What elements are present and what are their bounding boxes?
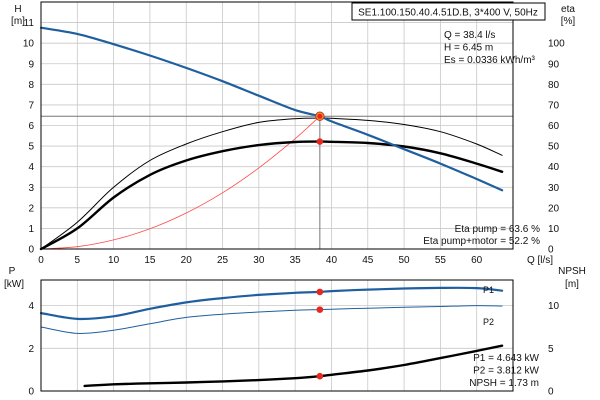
y2-tick-label: 30 (548, 183, 560, 194)
title-box (351, 2, 546, 21)
x-tick-label: 5 (75, 255, 81, 266)
annotation-top: H = 6.45 m (444, 43, 493, 54)
annotation-power: P1 = 4.643 kW (473, 353, 539, 364)
y2-axis-unit: [%] (561, 16, 576, 27)
y-axis-unit: [m] (11, 16, 25, 27)
y2-tick-label: 80 (548, 80, 560, 91)
plot-frames (40, 1, 514, 392)
series-label-p1: P1 (483, 285, 494, 295)
annotation-bottom: Eta pump = 63.6 % (455, 224, 540, 235)
y-tick-label: 4 (28, 301, 34, 312)
p1-curve (39, 286, 504, 321)
series-label-p2: P2 (483, 317, 494, 327)
eta-point-marker (316, 138, 324, 145)
y2-tick-label: 5 (548, 344, 554, 355)
p2-point-marker (316, 306, 324, 313)
y2-tick-label: 60 (548, 121, 560, 132)
y-tick-label: 0 (28, 387, 34, 398)
p2-curve (40, 305, 503, 334)
x-tick-label: 50 (399, 255, 411, 266)
labels: 0 5 10 15 20 25 30 35 40 45 50 55 600123456789101101… (4, 2, 586, 398)
y2-axis-label: eta (561, 4, 575, 15)
y-tick-label: 5 (28, 142, 34, 153)
x-tick-label: 15 (144, 255, 156, 266)
y2-tick-label: 10 (548, 224, 560, 235)
y2-tick-label: 100 (548, 39, 565, 50)
y2-tick-label: 90 (548, 59, 560, 70)
y-tick-label: 7 (28, 100, 34, 111)
x-tick-label: 10 (108, 255, 120, 266)
npsh-point-marker (316, 372, 324, 380)
x-tick-label: 25 (217, 255, 229, 266)
chart-title: SE1.100.150.40.4.51D.B, 3*400 V, 50Hz (358, 8, 538, 19)
grid (41, 2, 513, 391)
p1-point-marker (316, 288, 324, 296)
y2-tick-label: 10 (548, 301, 560, 312)
npsh-curve (83, 344, 504, 388)
y-tick-label: 10 (23, 39, 35, 50)
y2-tick-label: 70 (548, 100, 560, 111)
y2-tick-label: 40 (548, 162, 560, 173)
y2-tick-label: 0 (548, 387, 554, 398)
x-tick-label: 20 (181, 255, 193, 266)
p-axis-unit: [kW] (4, 279, 24, 290)
x-tick-label: 60 (471, 255, 483, 266)
top-plot-frame (40, 1, 514, 250)
npsh-axis-unit: [m] (565, 279, 579, 290)
y2-tick-label: 0 (548, 245, 554, 256)
h-curve (39, 26, 504, 192)
y-tick-label: 9 (28, 59, 34, 70)
y-tick-label: 8 (28, 80, 34, 91)
y2-tick-label: 20 (548, 203, 560, 214)
y-tick-label: 6 (28, 121, 34, 132)
npsh-axis-label: NPSH (558, 266, 586, 277)
bottom-plot-frame (40, 279, 514, 392)
annotation-power: NPSH = 1.73 m (469, 378, 539, 389)
y2-tick-label: 50 (548, 142, 560, 153)
annotation-bottom: Eta pump+motor = 52.2 % (423, 236, 540, 247)
y-tick-label: 2 (28, 203, 34, 214)
eta-pump-curve (40, 117, 503, 250)
eta-pump-motor-curve (39, 140, 504, 251)
y-tick-label: 1 (28, 224, 34, 235)
x-tick-label: 55 (435, 255, 447, 266)
x-tick-label: 0 (38, 255, 44, 266)
curves (39, 26, 513, 388)
annotation-top: Q = 38.4 l/s (444, 30, 495, 41)
y-tick-label: 4 (28, 162, 34, 173)
x-tick-label: 45 (362, 255, 374, 266)
x-tick-label: 30 (253, 255, 265, 266)
duty-point-marker (317, 113, 323, 119)
p-axis-label: P (9, 266, 16, 277)
x-tick-label: 40 (326, 255, 338, 266)
y-axis-label: H (14, 4, 21, 15)
y-tick-label: 3 (28, 183, 34, 194)
annotation-top: Es = 0.0336 kWh/m³ (444, 55, 536, 66)
y-tick-label: 2 (28, 344, 34, 355)
y-tick-label: 0 (28, 245, 34, 256)
annotation-power: P2 = 3.812 kW (473, 366, 539, 377)
x-axis-label: Q [l/s] (527, 255, 553, 266)
y-tick-label: 11 (24, 18, 35, 29)
system-curve-curve (40, 115, 321, 250)
x-tick-label: 35 (290, 255, 302, 266)
